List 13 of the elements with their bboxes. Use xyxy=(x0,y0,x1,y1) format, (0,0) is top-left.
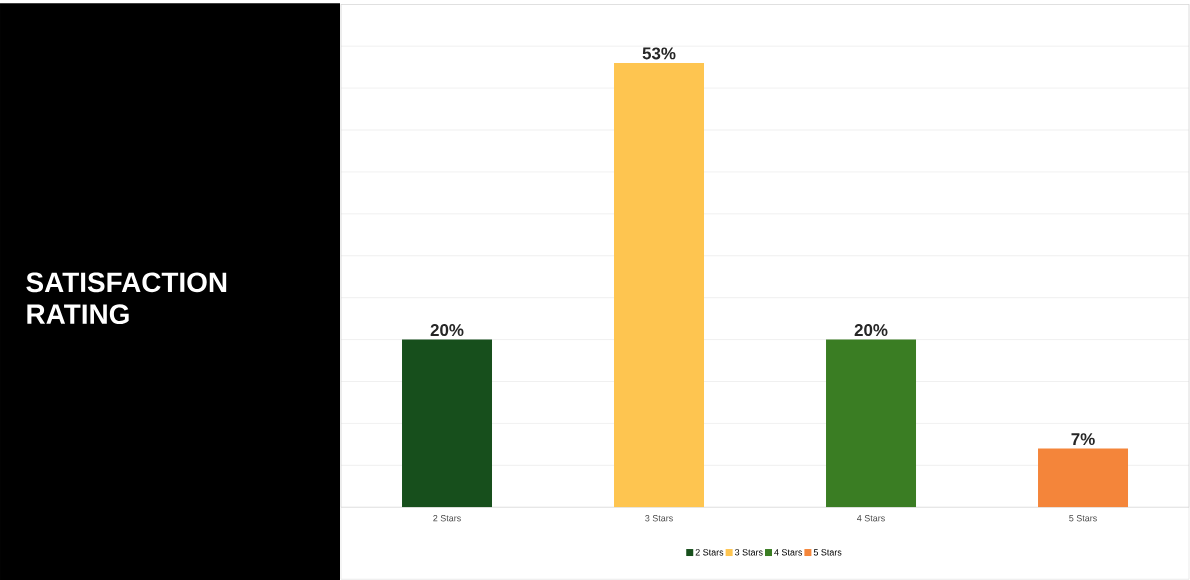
x-tick-label: 5 Stars xyxy=(1069,514,1097,522)
legend-label: 4 Stars xyxy=(774,549,803,556)
data-label: 53% xyxy=(642,47,676,60)
legend-label: 5 Stars xyxy=(813,549,842,556)
x-tick-label: 3 Stars xyxy=(645,514,673,522)
legend-label: 3 Stars xyxy=(734,549,763,556)
text: SATISFACTION RATING xyxy=(26,272,227,324)
data-label: 20% xyxy=(430,323,464,336)
legend-label: 2 Stars xyxy=(695,549,724,556)
data-label: 20% xyxy=(854,323,888,336)
x-tick-label: 4 Stars xyxy=(857,514,885,522)
data-label: 7% xyxy=(1071,433,1095,445)
x-tick-label: 2 Stars xyxy=(433,514,461,522)
